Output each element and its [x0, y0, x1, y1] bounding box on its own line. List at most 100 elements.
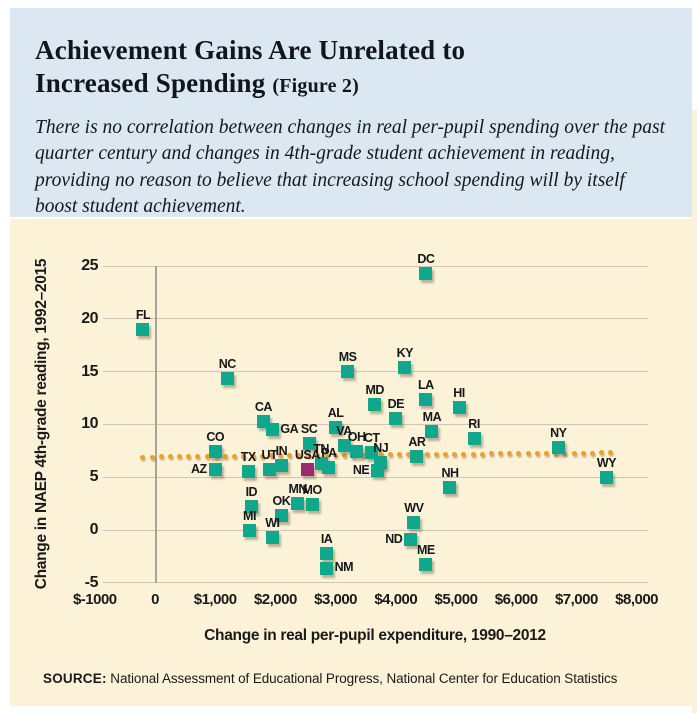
trendline-dot	[397, 452, 403, 458]
trendline-dot	[195, 454, 201, 460]
figure-number-tag: (Figure 2)	[272, 74, 359, 97]
data-point-MO	[305, 498, 319, 512]
trendline-dot	[296, 453, 302, 459]
x-tick-label: $5,000	[434, 591, 478, 608]
data-point-SC	[302, 436, 316, 450]
data-point-label-NY: NY	[550, 426, 567, 441]
source-line: SOURCE: National Assessment of Education…	[43, 671, 617, 686]
gridline-y-10	[103, 423, 648, 425]
data-point-label-NH: NH	[441, 466, 459, 481]
trendline-dot	[544, 450, 549, 456]
data-point-label-IA: IA	[320, 531, 333, 546]
y-tick-label: 10	[81, 415, 98, 433]
data-point-label-RI: RI	[468, 416, 480, 431]
trendline-dot	[525, 451, 531, 457]
data-point-MA	[425, 425, 439, 439]
data-point-label-MI: MI	[243, 508, 256, 523]
data-point-RI	[467, 431, 481, 445]
x-tick-label: $1,000	[193, 591, 237, 608]
data-point-label-NM: NM	[334, 560, 354, 575]
data-point-LA	[419, 392, 433, 406]
data-point-label-GA: GA	[280, 421, 299, 436]
data-point-OH	[350, 445, 364, 459]
trendline-dot	[342, 452, 348, 458]
data-point-label-ID: ID	[245, 485, 258, 500]
data-point-label-MA: MA	[422, 410, 442, 425]
data-point-MN	[291, 497, 305, 511]
trendline-dot	[580, 450, 586, 456]
data-point-IA	[320, 546, 334, 560]
x-tick-label: $4,000	[374, 591, 418, 608]
data-point-AL	[329, 421, 343, 435]
data-point-WV	[407, 516, 421, 530]
data-point-label-FL: FL	[135, 307, 151, 322]
data-point-USA	[300, 463, 314, 477]
data-point-WI	[265, 530, 279, 544]
data-point-label-UT: UT	[261, 448, 278, 463]
trendline-dot	[177, 454, 183, 460]
data-point-ME	[419, 558, 433, 572]
trendline-dot	[314, 453, 320, 459]
source-label: SOURCE:	[43, 671, 107, 686]
data-point-label-ME: ME	[417, 543, 435, 558]
zero-axis-line	[155, 266, 157, 583]
trendline-dot	[433, 451, 439, 457]
data-point-label-WI: WI	[265, 515, 280, 530]
data-point-label-IN: IN	[275, 444, 288, 459]
trendline-dot	[534, 451, 540, 457]
trendline-dot	[232, 453, 238, 459]
figure-subtitle: There is no correlation between changes …	[35, 116, 666, 218]
data-point-label-MN: MN	[288, 482, 307, 497]
data-point-CO	[208, 445, 222, 459]
data-point-label-AL: AL	[327, 406, 344, 421]
gridline-y-15	[103, 371, 648, 373]
data-point-label-DC: DC	[417, 251, 435, 266]
data-point-NH	[443, 481, 457, 495]
figure-title-line1: Achievement Gains Are Unrelated to	[35, 35, 466, 65]
trendline-dot	[589, 450, 595, 456]
trendline-dot	[259, 453, 265, 459]
y-tick-label: 20	[81, 309, 98, 327]
y-tick-label: -5	[84, 573, 99, 591]
data-point-label-OK: OK	[272, 493, 291, 508]
y-tick-label: 25	[81, 257, 98, 274]
trendline-dot	[599, 450, 605, 456]
data-point-label-WV: WV	[404, 501, 424, 516]
x-tick-label: $6,000	[494, 591, 538, 608]
trendline-dot	[562, 450, 568, 456]
data-point-label-VA: VA	[336, 424, 352, 439]
trendline-dot	[287, 453, 293, 459]
data-point-label-CA: CA	[254, 399, 273, 414]
data-point-label-OH: OH	[347, 430, 366, 445]
trendline-dot	[608, 450, 614, 456]
gridline-y-0	[103, 529, 648, 531]
trendline-dot	[323, 452, 329, 458]
data-point-label-TX: TX	[240, 450, 256, 465]
y-tick-label: 5	[89, 468, 99, 486]
data-point-UT	[262, 463, 276, 477]
data-point-IN	[274, 459, 288, 473]
data-point-label-WY: WY	[596, 455, 617, 470]
data-point-label-ND: ND	[385, 531, 403, 546]
trendline-dot	[278, 453, 284, 459]
data-point-label-TN: TN	[313, 441, 329, 456]
data-point-MS	[341, 365, 355, 379]
trendline-dot	[388, 452, 394, 458]
trendline-dot	[452, 451, 458, 457]
data-point-label-MO: MO	[302, 483, 323, 498]
data-point-label-AR: AR	[408, 434, 426, 449]
trendline-dot	[305, 453, 311, 459]
data-point-label-SC: SC	[300, 421, 318, 436]
trendline-dot	[470, 451, 476, 457]
data-point-PA	[322, 461, 336, 475]
y-tick-label: 0	[89, 521, 99, 538]
x-tick-label: 0	[151, 591, 159, 608]
trendline-dot	[488, 451, 494, 457]
trendline-dot	[507, 451, 513, 457]
figure-header-card: Achievement Gains Are Unrelated to Incre…	[10, 8, 692, 217]
x-tick-label: $-1000	[72, 591, 117, 608]
data-point-label-NJ: NJ	[373, 440, 389, 455]
x-tick-label: $3,000	[314, 591, 358, 608]
data-point-TX	[241, 465, 255, 479]
data-point-NC	[220, 372, 234, 386]
